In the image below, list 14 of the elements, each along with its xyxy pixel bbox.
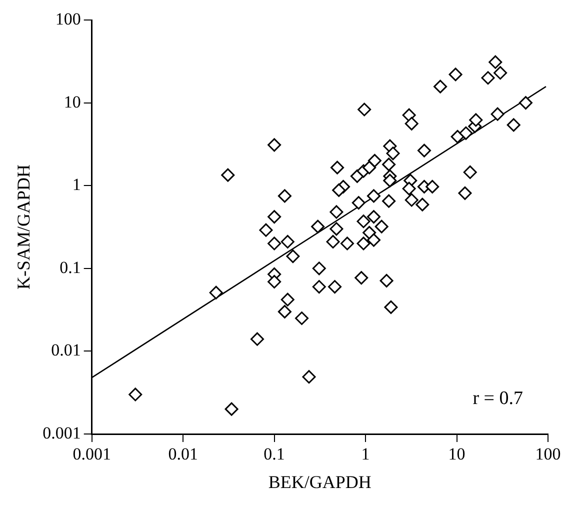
y-tick-label: 0.01	[51, 340, 81, 360]
x-tick-label: 10	[448, 444, 466, 464]
y-tick-label: 1	[72, 175, 81, 194]
y-tick-label: 0.001	[42, 423, 81, 442]
annotation: r = 0.7	[472, 388, 523, 409]
x-tick-label: 0.01	[168, 444, 198, 464]
x-axis-title: BEK/GAPDH	[268, 472, 372, 492]
x-tick-label: 100	[535, 444, 561, 464]
y-tick-label: 10	[64, 92, 81, 112]
y-axis-title: K-SAM/GAPDH	[14, 164, 34, 290]
x-tick-label: 0.1	[264, 444, 285, 464]
x-tick-label: 1	[361, 444, 370, 464]
y-tick-label: 100	[55, 9, 81, 28]
y-tick-label: 0.1	[60, 258, 81, 277]
